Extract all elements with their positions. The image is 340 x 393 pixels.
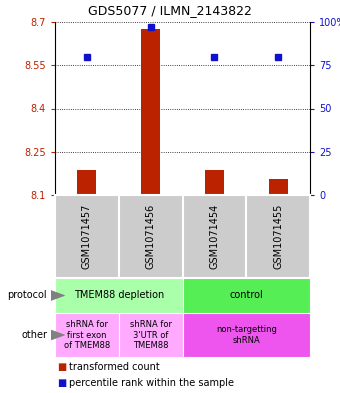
Polygon shape <box>51 330 65 340</box>
Bar <box>183 278 310 313</box>
Bar <box>77 171 97 195</box>
Bar <box>55 278 183 313</box>
Text: protocol: protocol <box>7 290 47 301</box>
Text: shRNA for
3'UTR of
TMEM88: shRNA for 3'UTR of TMEM88 <box>130 320 172 350</box>
Text: GSM1071457: GSM1071457 <box>82 204 92 269</box>
Text: ■: ■ <box>57 378 66 388</box>
Text: non-targetting
shRNA: non-targetting shRNA <box>216 325 277 345</box>
Bar <box>183 313 310 357</box>
Text: GDS5077 / ILMN_2143822: GDS5077 / ILMN_2143822 <box>88 4 252 17</box>
Bar <box>269 179 288 195</box>
Text: TMEM88 depletion: TMEM88 depletion <box>74 290 164 301</box>
Text: GSM1071455: GSM1071455 <box>273 204 283 269</box>
Bar <box>141 29 160 195</box>
Bar <box>119 313 183 357</box>
Text: other: other <box>21 330 47 340</box>
Text: GSM1071454: GSM1071454 <box>209 204 219 269</box>
Text: shRNA for
first exon
of TMEM88: shRNA for first exon of TMEM88 <box>64 320 110 350</box>
Bar <box>55 313 119 357</box>
Polygon shape <box>51 290 65 301</box>
Text: percentile rank within the sample: percentile rank within the sample <box>69 378 234 388</box>
Text: control: control <box>230 290 263 301</box>
Text: transformed count: transformed count <box>69 362 160 372</box>
Text: ■: ■ <box>57 362 66 372</box>
Text: GSM1071456: GSM1071456 <box>146 204 156 269</box>
Bar <box>205 171 224 195</box>
